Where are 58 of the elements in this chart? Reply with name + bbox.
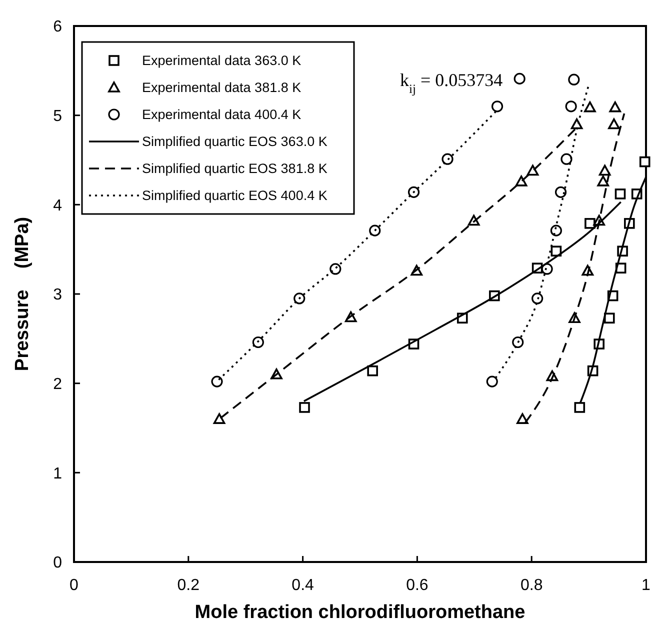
point [515, 176, 528, 186]
annotation: k$_{ij}$ = 0.053734 [400, 70, 503, 96]
x-tick-label: 0.2 [177, 577, 200, 594]
point [609, 101, 622, 112]
point [565, 100, 577, 112]
point [614, 188, 626, 200]
point [541, 263, 553, 275]
point [584, 218, 596, 229]
point [550, 246, 562, 257]
x-tick-label: 0 [70, 577, 79, 594]
point [554, 186, 567, 198]
x-tick-label: 1 [642, 577, 651, 594]
point [299, 402, 310, 413]
y-tick-label: 0 [53, 554, 62, 572]
point [570, 118, 583, 130]
x-tick-label: 0.4 [292, 577, 314, 594]
point [597, 176, 609, 186]
y-tick-label: 1 [53, 465, 62, 482]
point [491, 100, 504, 112]
point [486, 376, 498, 388]
point [604, 312, 615, 324]
legend-label: Simplified quartic EOS 363.0 K [142, 134, 328, 150]
point [294, 292, 306, 304]
point [330, 263, 342, 275]
y-tick-label: 3 [53, 286, 62, 304]
point [526, 164, 539, 176]
y-tick-label: 6 [53, 18, 62, 36]
legend-label: Experimental data 400.4 K [142, 107, 302, 122]
x-axis-title: Mole fraction chlorodifluoromethane [194, 602, 526, 623]
y-axis-title: Pressure (MPa) [12, 216, 33, 372]
point [568, 74, 580, 86]
y-tick-label: 5 [53, 108, 62, 125]
legend-label: Experimental data 381.8 K [142, 80, 302, 96]
legend-label: Simplified quartic EOS 400.4 K [142, 188, 328, 204]
point [442, 153, 454, 165]
point [516, 413, 528, 424]
y-tick-label: 4 [53, 197, 62, 214]
legend-label: Simplified quartic EOS 381.8 K [142, 161, 328, 176]
point [639, 156, 650, 168]
point [550, 224, 562, 236]
point [211, 376, 223, 388]
point [532, 292, 544, 304]
y-tick-label: 2 [53, 376, 62, 393]
x-tick-label: 0.6 [406, 577, 428, 594]
point [598, 164, 611, 176]
point [584, 101, 596, 112]
point [408, 186, 420, 198]
point [213, 413, 226, 424]
legend-label: Experimental data 363.0 K [142, 53, 302, 68]
point [514, 72, 526, 85]
point [252, 336, 264, 348]
x-tick-label: 0.8 [520, 577, 543, 594]
point [560, 153, 572, 165]
point [608, 118, 620, 130]
point [512, 336, 524, 348]
point [574, 402, 586, 413]
point [367, 365, 378, 376]
point [369, 224, 381, 236]
